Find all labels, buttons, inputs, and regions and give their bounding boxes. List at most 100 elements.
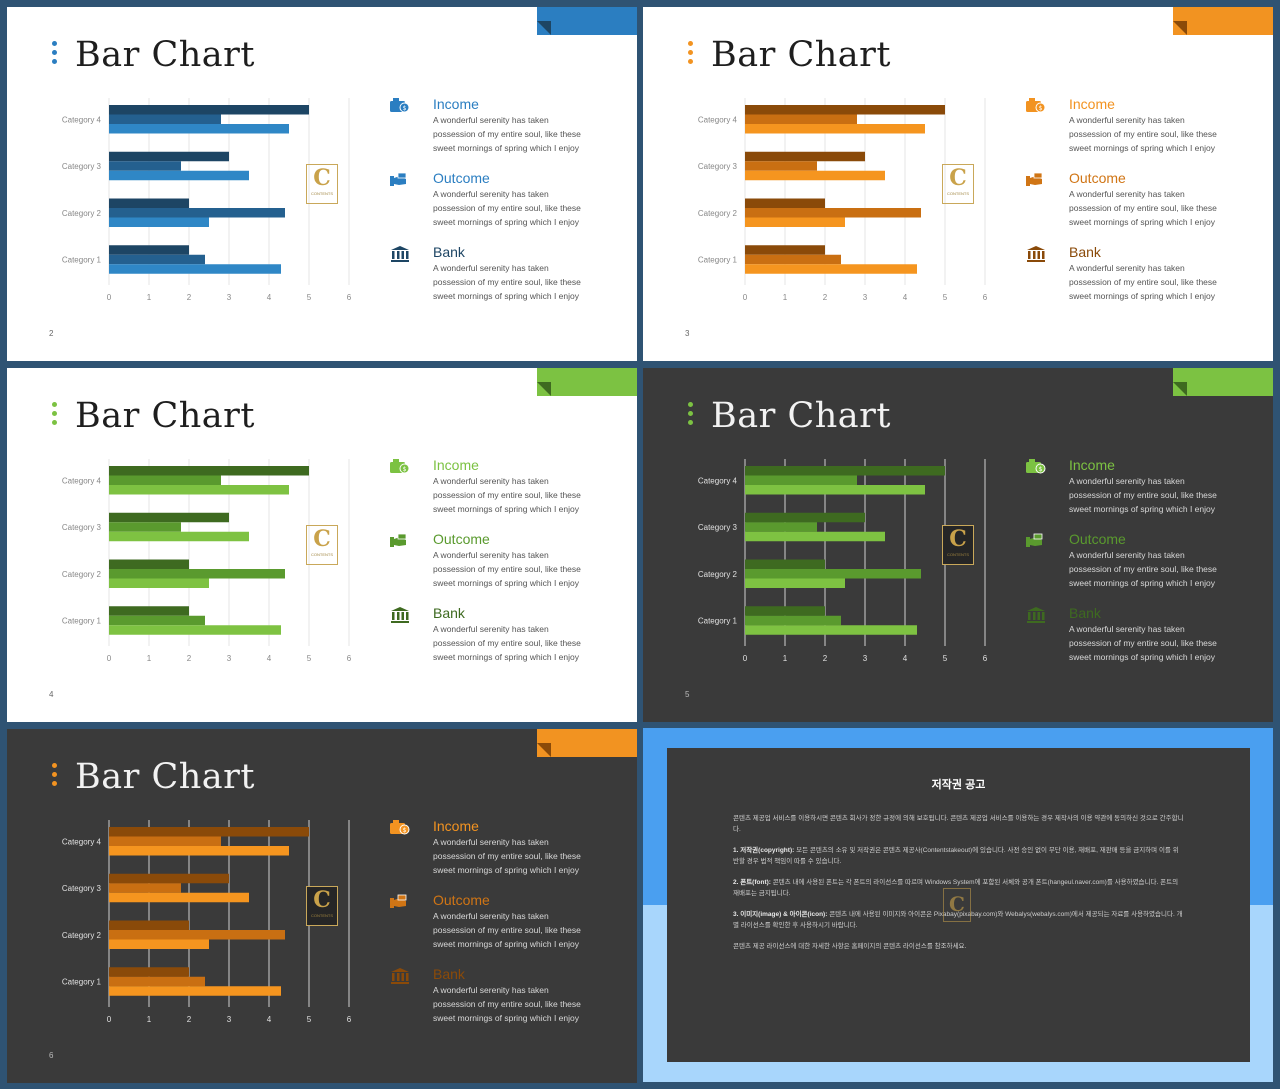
svg-text:$: $ xyxy=(403,827,407,834)
corner-fold xyxy=(1173,382,1187,396)
bar xyxy=(745,512,865,523)
chart-area: 0 1 2 3 4 5 6 Category 1 Category 2 Category 3 Cat… xyxy=(683,95,988,305)
legend-item-income: $ Income A wonderful serenity has taken … xyxy=(1023,456,1243,530)
legend-item-income: $ Income A wonderful serenity has taken … xyxy=(1023,95,1243,169)
x-tick-label: 0 xyxy=(743,293,748,302)
bar-chart: 0 1 2 3 4 5 6 Category 1 Category 2 Category 3 Cat… xyxy=(698,98,988,302)
bar xyxy=(109,625,281,635)
bar-chart-slide: Bar Chart 0 1 2 3 4 5 6 Category 1 Category 2 Cat… xyxy=(7,368,637,722)
money-card-icon: $ xyxy=(389,458,411,476)
category-label: Category 2 xyxy=(698,209,738,218)
bar xyxy=(109,986,281,996)
legend-title: Bank xyxy=(433,244,465,260)
title-dots xyxy=(52,402,58,429)
bar xyxy=(109,466,309,476)
bar xyxy=(745,198,825,208)
legend-title: Income xyxy=(433,818,479,834)
x-tick-label: 5 xyxy=(307,293,312,302)
bar xyxy=(109,569,285,579)
category-label: Category 1 xyxy=(62,978,102,987)
bar xyxy=(745,264,917,274)
notice-paragraph: 3. 이미지(image) & 아이콘(icon): 콘텐츠 내에 사용된 이미… xyxy=(733,909,1184,931)
svg-text:$: $ xyxy=(403,466,407,473)
money-card-icon: $ xyxy=(389,97,411,115)
category-label: Category 3 xyxy=(698,523,738,532)
bar xyxy=(109,967,189,977)
corner-accent xyxy=(537,7,637,35)
x-tick-label: 2 xyxy=(187,1015,192,1024)
contents-logo: C CONTENTS xyxy=(306,525,338,565)
notice-paragraph: 콘텐츠 제공 라이선스에 대한 자세한 사항은 홈페이지의 콘텐츠 라이선스를 … xyxy=(733,943,967,950)
contents-logo: C CONTENTS xyxy=(306,164,338,204)
notice-paragraph: 2. 폰트(font): 콘텐츠 내에 사용된 폰트는 각 폰트의 라이선스를 … xyxy=(733,877,1184,899)
x-tick-label: 0 xyxy=(107,1015,112,1024)
legend-description: A wonderful serenity has taken possessio… xyxy=(433,911,581,949)
bar xyxy=(109,512,229,523)
bank-icon xyxy=(1025,245,1047,263)
bar-chart: 0 1 2 3 4 5 6 Category 1 Category 2 Category 3 Cat… xyxy=(62,459,352,663)
legend-title: Outcome xyxy=(433,531,490,547)
category-label: Category 4 xyxy=(698,476,738,485)
bar xyxy=(109,170,249,181)
x-tick-label: 4 xyxy=(903,293,908,302)
category-label: Category 1 xyxy=(62,256,102,265)
bar xyxy=(109,161,181,171)
x-tick-label: 5 xyxy=(307,1015,312,1024)
legend-title: Outcome xyxy=(433,170,490,186)
legend-title: Bank xyxy=(433,605,465,621)
bar xyxy=(109,892,249,903)
legend: $ Income A wonderful serenity has taken … xyxy=(387,817,607,1039)
bar xyxy=(109,198,189,208)
page-number: 2 xyxy=(49,329,54,338)
notice-title: 저작권 공고 xyxy=(931,779,986,791)
category-label: Category 1 xyxy=(698,617,738,626)
bar xyxy=(745,245,825,255)
bar xyxy=(745,217,845,227)
slide-title: Bar Chart xyxy=(75,35,255,75)
legend-description: A wonderful serenity has taken possessio… xyxy=(1069,263,1217,301)
copyright-notice-slide: 저작권 공고 콘텐츠 제공업 서비스를 이용하시면 콘텐츠 회사가 정한 규정에… xyxy=(643,728,1273,1082)
x-tick-label: 3 xyxy=(863,293,868,302)
chart-area: 0 1 2 3 4 5 6 Category 1 Category 2 Category 3 Cat… xyxy=(47,95,352,305)
bank-icon xyxy=(389,967,411,985)
legend-description: A wonderful serenity has taken possessio… xyxy=(1069,189,1217,227)
corner-fold xyxy=(537,21,551,35)
x-tick-label: 5 xyxy=(943,293,948,302)
bar xyxy=(109,105,309,115)
bar xyxy=(745,578,845,588)
money-card-icon: $ xyxy=(1025,458,1047,476)
bar xyxy=(745,151,865,162)
bank-icon xyxy=(1025,606,1047,624)
notice-panel: 저작권 공고 콘텐츠 제공업 서비스를 이용하시면 콘텐츠 회사가 정한 규정에… xyxy=(667,748,1250,1062)
hand-money-icon xyxy=(389,171,411,189)
legend-description: A wonderful serenity has taken possessio… xyxy=(433,189,581,227)
title-dots xyxy=(688,41,694,68)
legend: $ Income A wonderful serenity has taken … xyxy=(1023,456,1243,678)
bar xyxy=(745,114,857,124)
x-tick-label: 3 xyxy=(227,1015,232,1024)
page-number: 4 xyxy=(49,690,54,699)
legend-title: Outcome xyxy=(1069,170,1126,186)
bar xyxy=(109,578,209,588)
bar xyxy=(109,846,289,856)
corner-accent xyxy=(1173,368,1273,396)
watermark-logo: C xyxy=(943,888,971,922)
legend-item-outcome: Outcome A wonderful serenity has taken p… xyxy=(387,891,607,965)
legend-item-outcome: Outcome A wonderful serenity has taken p… xyxy=(1023,530,1243,604)
category-label: Category 4 xyxy=(62,476,102,485)
notice-text: 콘텐츠 내에 사용된 폰트는 각 폰트의 라이선스를 따르며 Windows S… xyxy=(733,879,1179,897)
bar xyxy=(745,569,921,579)
corner-accent xyxy=(537,368,637,396)
legend-item-bank: Bank A wonderful serenity has taken poss… xyxy=(1023,243,1243,317)
chart-area: 0 1 2 3 4 5 6 Category 1 Category 2 Category 3 Cat… xyxy=(683,456,988,666)
category-label: Category 2 xyxy=(62,209,102,218)
legend-item-income: $ Income A wonderful serenity has taken … xyxy=(387,456,607,530)
legend-description: A wonderful serenity has taken possessio… xyxy=(433,115,581,153)
bar xyxy=(109,124,289,134)
title-dots xyxy=(52,763,58,790)
page-number: 5 xyxy=(685,690,690,699)
chart-area: 0 1 2 3 4 5 6 Category 1 Category 2 Category 3 Cat… xyxy=(47,456,352,666)
bank-icon xyxy=(389,245,411,263)
notice-paragraph: 1. 저작권(copyright): 모든 콘텐츠의 소유 및 저작권은 콘텐츠… xyxy=(733,845,1184,867)
x-tick-label: 1 xyxy=(147,293,152,302)
